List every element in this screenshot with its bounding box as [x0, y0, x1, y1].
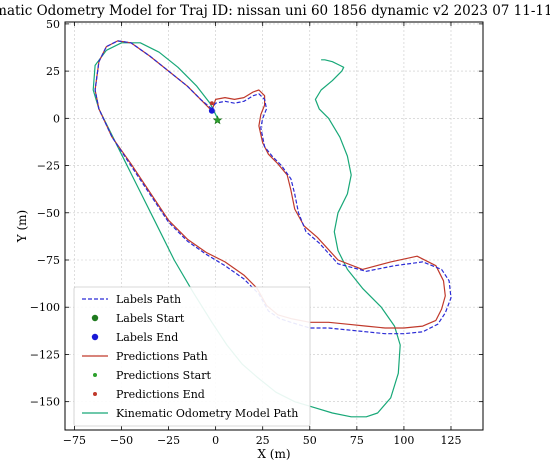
- y-tick-label: 0: [53, 112, 60, 125]
- y-tick-label: 50: [46, 18, 60, 31]
- legend-label-labels-path: Labels Path: [116, 293, 181, 306]
- legend-label-kinematic-odometry-model-path: Kinematic Odometry Model Path: [116, 407, 298, 420]
- legend-label-predictions-end: Predictions End: [116, 388, 205, 401]
- labels-path-line: [94, 40, 452, 335]
- legend-swatch-labels-start: [91, 314, 99, 322]
- x-tick-label: 125: [440, 434, 461, 447]
- x-tick-label: −75: [63, 434, 86, 447]
- chart-title: Kinematic Odometry Model for Traj ID: ni…: [0, 3, 550, 19]
- x-tick-label: 25: [256, 434, 270, 447]
- y-tick-label: −25: [37, 160, 60, 173]
- legend-box: [73, 286, 311, 427]
- predictions-path-line: [94, 40, 446, 329]
- x-tick-label: 75: [350, 434, 364, 447]
- kinematic-odometry-model-path-line: [92, 42, 401, 418]
- x-tick-label: −50: [110, 434, 133, 447]
- y-tick-label: −100: [30, 301, 60, 314]
- legend-swatch-predictions-end: [93, 392, 97, 396]
- y-tick-label: −75: [37, 254, 60, 267]
- legend-swatch-labels-end: [91, 333, 99, 341]
- x-tick-label: 50: [303, 434, 317, 447]
- y-tick-label: −50: [37, 207, 60, 220]
- legend-label-predictions-start: Predictions Start: [116, 369, 211, 382]
- y-tick-label: −125: [30, 348, 60, 361]
- legend-label-labels-end: Labels End: [116, 331, 178, 344]
- legend: Labels Path Labels Start Labels End Predict…: [73, 286, 311, 427]
- labels-end-marker: [208, 107, 215, 114]
- legend-label-predictions-path: Predictions Path: [116, 350, 208, 363]
- plot-frame: [64, 21, 484, 431]
- predictions-end-marker: [209, 101, 214, 106]
- x-axis-label: X (m): [257, 447, 290, 461]
- y-tick-label: −150: [30, 396, 60, 409]
- x-tick-label: 100: [393, 434, 414, 447]
- x-tick-label: 0: [212, 434, 219, 447]
- y-axis-label: Y (m): [15, 210, 29, 243]
- y-tick-label: 25: [46, 65, 60, 78]
- legend-swatch-predictions-start: [93, 373, 97, 377]
- x-tick-label: −25: [157, 434, 180, 447]
- predictions-start-marker: [215, 118, 220, 123]
- series-layer: [92, 40, 452, 418]
- tick-marks: −75 −50 −25 0 25 50 75 100 125 50 25 0 −25 −50 −75 −100…: [30, 18, 483, 447]
- legend-label-labels-start: Labels Start: [116, 312, 185, 325]
